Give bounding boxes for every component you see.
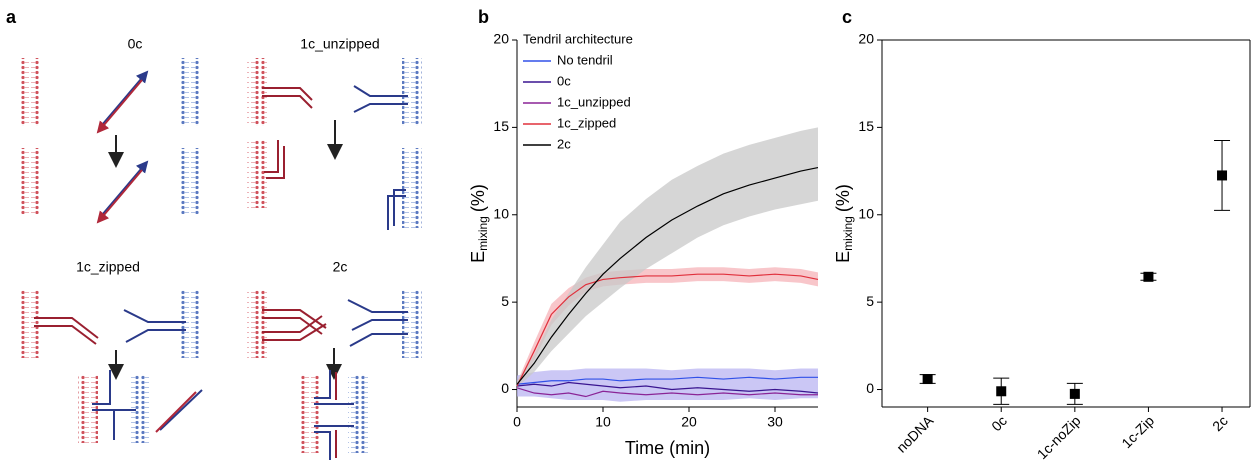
x-tick-label: 0c [988, 412, 1010, 434]
membrane [180, 58, 200, 126]
marker [996, 386, 1007, 397]
panel-label: b [478, 7, 489, 27]
dna-strand [353, 85, 408, 113]
dna-strand [34, 317, 99, 345]
dna-strand [123, 309, 186, 343]
y-tick-label: 20 [858, 31, 874, 47]
y-tick-label: 10 [493, 205, 509, 221]
y-tick-label: 0 [501, 380, 509, 396]
dna-strand [159, 389, 203, 431]
diagram-label: 0c [128, 36, 143, 52]
marker [1143, 271, 1154, 282]
membrane [78, 375, 98, 443]
dna-strand [262, 87, 313, 109]
membrane [247, 140, 267, 208]
dna-strand [264, 140, 285, 179]
dna-strand [101, 160, 149, 216]
legend-label: 0c [557, 73, 571, 88]
dna-strand [387, 189, 406, 230]
x-tick-label: noDNA [893, 412, 937, 456]
membrane [20, 148, 40, 214]
error-band [517, 127, 818, 388]
membrane [180, 148, 200, 214]
marker [1069, 388, 1080, 399]
panel-label: c [842, 7, 852, 27]
legend-label: 1c_unzipped [557, 94, 631, 109]
y-tick-label: 15 [493, 118, 509, 134]
y-axis-label: Emixing (%) [468, 184, 490, 263]
series-line [516, 387, 818, 398]
dna-strand [262, 309, 327, 341]
membrane [300, 375, 320, 453]
panel-a: a 0c 1c_unzipped 1c_zipped 2c [6, 7, 422, 460]
membrane [130, 375, 150, 443]
x-tick-label: 10 [595, 414, 611, 430]
y-tick-label: 20 [493, 31, 509, 47]
x-axis-label: Time (min) [625, 438, 710, 458]
series-line [516, 273, 819, 387]
series-line [516, 166, 819, 385]
dna-strand [92, 370, 136, 440]
diagram-label: 1c_unzipped [300, 36, 379, 52]
y-label-main: E [468, 251, 488, 263]
dna-strand [96, 169, 143, 224]
membrane [247, 290, 267, 358]
marker [1217, 170, 1228, 181]
membrane [247, 58, 267, 126]
y-axis-label: Emixing (%) [833, 184, 855, 263]
membrane [20, 290, 40, 358]
y-tick-label: 15 [858, 118, 874, 134]
x-tick-label: 30 [767, 414, 783, 430]
error-band [517, 368, 818, 402]
legend-title: Tendril architecture [523, 31, 633, 46]
y-label-sub: mixing [476, 216, 490, 251]
x-tick-label: 1c-Zip [1118, 412, 1157, 451]
dna-strand [155, 391, 197, 433]
x-tick-label: 1c-noZip [1034, 412, 1084, 462]
diagram-label: 1c_zipped [76, 259, 140, 275]
y-label-unit: (%) [833, 184, 853, 212]
legend-label: 2c [557, 136, 571, 151]
x-tick-label: 20 [681, 414, 697, 430]
panel-label: a [6, 7, 17, 27]
y-tick-label: 5 [501, 293, 509, 309]
x-tick-label: 0 [513, 414, 521, 430]
legend-label: No tendril [557, 52, 613, 67]
membrane [20, 58, 40, 126]
membrane [402, 290, 422, 358]
y-tick-label: 5 [866, 293, 874, 309]
y-tick-label: 10 [858, 205, 874, 221]
series-line [516, 381, 819, 394]
membrane [180, 290, 200, 358]
y-label-unit: (%) [468, 184, 488, 212]
marker [922, 374, 933, 385]
legend-label: 1c_zipped [557, 115, 616, 130]
error-band [517, 267, 818, 390]
dna-strand [96, 79, 143, 134]
dna-strand [347, 299, 408, 347]
y-label-main: E [833, 251, 853, 263]
y-tick-label: 0 [866, 380, 874, 396]
series-line [516, 376, 818, 385]
dna-strand [101, 70, 149, 126]
membrane [402, 148, 422, 228]
x-tick-label: 2c [1209, 412, 1231, 434]
diagram-label: 2c [333, 259, 348, 275]
membrane [348, 375, 368, 453]
y-label-sub: mixing [841, 216, 855, 251]
membrane [402, 58, 422, 126]
dna-strand [314, 370, 354, 460]
